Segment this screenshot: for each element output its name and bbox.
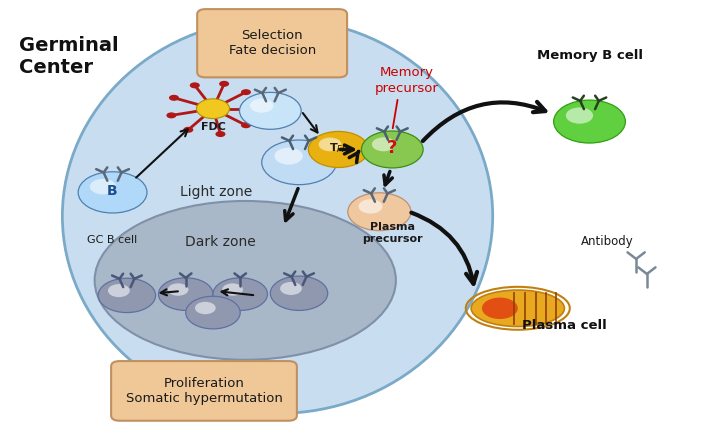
Circle shape bbox=[372, 137, 395, 151]
Text: Proliferation
Somatic hypermutation: Proliferation Somatic hypermutation bbox=[125, 377, 282, 405]
Text: Plasma
precursor: Plasma precursor bbox=[362, 222, 423, 244]
FancyBboxPatch shape bbox=[111, 361, 297, 421]
Circle shape bbox=[348, 193, 411, 231]
Circle shape bbox=[566, 108, 593, 124]
Circle shape bbox=[240, 92, 301, 129]
Circle shape bbox=[169, 95, 179, 101]
Text: Plasma cell: Plasma cell bbox=[522, 319, 607, 332]
Circle shape bbox=[90, 179, 116, 194]
Circle shape bbox=[270, 276, 328, 311]
Circle shape bbox=[108, 284, 130, 297]
Circle shape bbox=[197, 99, 230, 118]
Circle shape bbox=[262, 140, 336, 184]
Circle shape bbox=[361, 131, 423, 168]
Text: B: B bbox=[107, 184, 118, 198]
FancyBboxPatch shape bbox=[197, 9, 347, 77]
Text: Selection
Fate decision: Selection Fate decision bbox=[228, 29, 316, 57]
Text: ?: ? bbox=[387, 139, 397, 157]
Circle shape bbox=[250, 98, 274, 113]
Ellipse shape bbox=[94, 201, 396, 360]
Circle shape bbox=[274, 148, 303, 165]
Text: Germinal
Center: Germinal Center bbox=[19, 36, 119, 77]
Circle shape bbox=[241, 122, 251, 128]
Circle shape bbox=[215, 131, 225, 137]
Text: Antibody: Antibody bbox=[581, 235, 634, 248]
Circle shape bbox=[184, 127, 193, 133]
Text: Light zone: Light zone bbox=[181, 185, 253, 200]
Text: T$_{FH}$: T$_{FH}$ bbox=[328, 141, 348, 155]
Ellipse shape bbox=[63, 19, 492, 413]
Circle shape bbox=[166, 112, 176, 118]
Ellipse shape bbox=[471, 290, 564, 327]
Circle shape bbox=[78, 172, 147, 213]
Circle shape bbox=[308, 131, 369, 168]
Circle shape bbox=[222, 283, 243, 296]
Text: Dark zone: Dark zone bbox=[185, 235, 256, 249]
Circle shape bbox=[190, 83, 200, 89]
Circle shape bbox=[280, 282, 302, 295]
Circle shape bbox=[359, 199, 382, 213]
Circle shape bbox=[213, 278, 267, 311]
Circle shape bbox=[219, 81, 229, 87]
Circle shape bbox=[98, 278, 156, 313]
Circle shape bbox=[168, 283, 189, 296]
Circle shape bbox=[319, 137, 341, 151]
Circle shape bbox=[158, 278, 213, 311]
Circle shape bbox=[554, 100, 626, 143]
Circle shape bbox=[186, 296, 240, 329]
Text: Memory B cell: Memory B cell bbox=[536, 48, 642, 61]
Circle shape bbox=[482, 298, 518, 319]
Circle shape bbox=[251, 106, 261, 112]
Text: Memory
precursor: Memory precursor bbox=[374, 66, 438, 95]
Text: GC B cell: GC B cell bbox=[87, 235, 138, 245]
Circle shape bbox=[241, 89, 251, 95]
Text: FDC: FDC bbox=[201, 121, 225, 132]
Circle shape bbox=[195, 302, 216, 314]
